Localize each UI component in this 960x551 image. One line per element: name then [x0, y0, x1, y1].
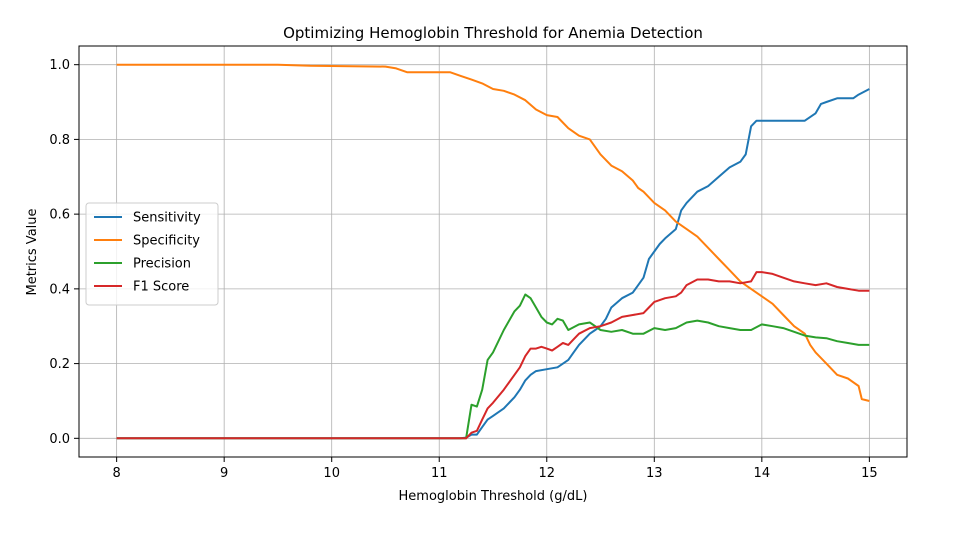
chart-title: Optimizing Hemoglobin Threshold for Anem… [283, 24, 703, 42]
y-tick-label: 0.4 [49, 282, 70, 297]
y-axis-label: Metrics Value [25, 208, 40, 295]
y-tick-label: 0.8 [49, 133, 70, 148]
series-line-precision [116, 293, 870, 440]
legend: Sensitivity Specificity Precision F1 Score [85, 202, 219, 306]
x-axis-label: Hemoglobin Threshold (g/dL) [399, 489, 588, 504]
x-tick-label: 11 [431, 466, 448, 481]
series-line-f1-score [116, 271, 870, 440]
x-tick-label: 8 [112, 466, 120, 481]
y-tick-label: 1.0 [49, 58, 70, 73]
y-tick-label: 0.0 [49, 432, 70, 447]
series-line-specificity [116, 63, 870, 402]
x-tick-label: 9 [220, 466, 228, 481]
legend-label-sensitivity: Sensitivity [133, 211, 201, 226]
legend-frame [85, 202, 219, 306]
plot-area-frame [78, 45, 908, 458]
x-tick-label: 10 [323, 466, 340, 481]
x-axis: 8 9 10 11 12 13 14 15 [112, 457, 878, 481]
legend-label-precision: Precision [133, 257, 191, 272]
x-tick-label: 12 [538, 466, 555, 481]
y-tick-label: 0.6 [49, 208, 70, 223]
legend-label-f1-score: F1 Score [133, 280, 189, 295]
series-line-sensitivity [116, 88, 870, 440]
x-tick-label: 14 [754, 466, 771, 481]
y-axis: 0.0 0.2 0.4 0.6 0.8 1.0 [49, 58, 79, 447]
x-tick-label: 13 [646, 466, 663, 481]
x-tick-label: 15 [861, 466, 878, 481]
y-tick-label: 0.2 [49, 357, 70, 372]
series-lines [116, 63, 870, 440]
legend-label-specificity: Specificity [133, 234, 200, 249]
